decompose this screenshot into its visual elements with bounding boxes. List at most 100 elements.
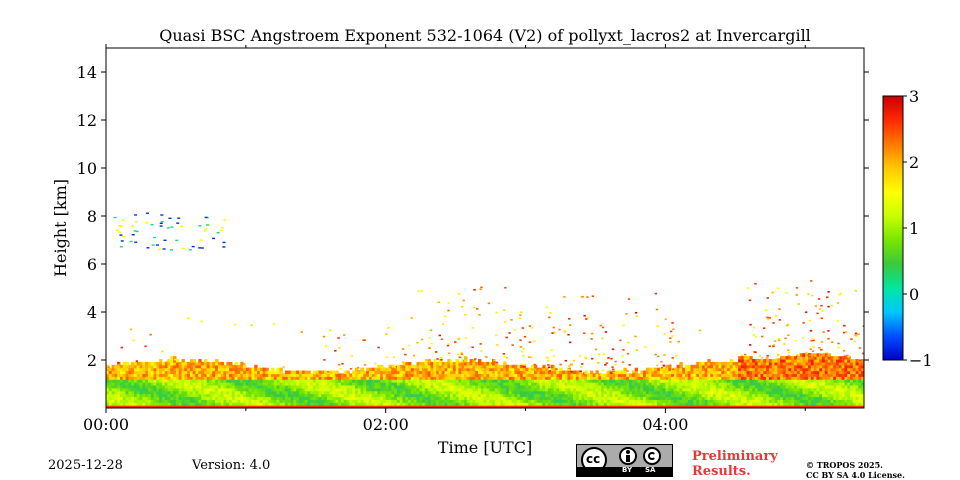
heatmap-cell xyxy=(326,393,331,398)
heatmap-cell xyxy=(472,367,476,372)
heatmap-cell xyxy=(427,390,432,395)
heatmap-cell xyxy=(721,382,725,386)
heatmap-cell xyxy=(850,376,854,380)
heatmap-cell xyxy=(377,399,381,403)
heatmap-cell xyxy=(791,405,795,408)
heatmap-cell xyxy=(296,370,300,375)
heatmap-cell xyxy=(796,354,799,356)
heatmap-cell xyxy=(447,373,451,377)
heatmap-cell xyxy=(420,290,423,292)
heatmap-cell xyxy=(410,405,415,408)
heatmap-cell xyxy=(740,356,745,360)
heatmap-cell xyxy=(746,387,750,392)
heatmap-cell xyxy=(461,379,465,383)
heatmap-cell xyxy=(478,364,482,369)
heatmap-cell xyxy=(847,390,851,395)
heatmap-cell xyxy=(422,390,426,395)
heatmap-cell xyxy=(760,384,764,389)
heatmap-cell xyxy=(215,384,219,389)
heatmap-cell xyxy=(787,334,790,336)
heatmap-cell xyxy=(612,384,616,389)
heatmap-cell xyxy=(743,379,748,383)
heatmap-cell xyxy=(732,405,736,408)
heatmap-cell xyxy=(392,356,396,359)
heatmap-cell xyxy=(822,353,826,357)
heatmap-cell xyxy=(824,399,829,403)
heatmap-cell xyxy=(136,379,141,383)
heatmap-cell xyxy=(142,390,146,395)
heatmap-cell xyxy=(763,382,767,386)
heatmap-cell xyxy=(852,393,857,398)
heatmap-cell xyxy=(662,382,667,386)
heatmap-cell xyxy=(321,379,325,383)
heatmap-cell xyxy=(743,361,748,366)
heatmap-cell xyxy=(833,373,837,377)
heatmap-cell xyxy=(332,393,336,398)
heatmap-cell xyxy=(440,357,443,359)
heatmap-cell xyxy=(519,364,524,369)
heatmap-cell xyxy=(687,376,692,380)
heatmap-cell xyxy=(810,384,815,389)
heatmap-cell xyxy=(504,286,507,289)
heatmap-cell xyxy=(343,373,348,377)
heatmap-cell xyxy=(864,399,867,402)
heatmap-cell xyxy=(455,393,460,398)
heatmap-cell xyxy=(780,367,784,372)
heatmap-cell xyxy=(827,305,830,308)
heatmap-cell xyxy=(106,387,110,392)
heatmap-cell xyxy=(293,399,297,403)
heatmap-cell xyxy=(505,373,510,377)
heatmap-cell xyxy=(472,384,476,389)
heatmap-cell xyxy=(119,393,124,398)
heatmap-cell xyxy=(500,393,504,398)
heatmap-cell xyxy=(542,396,546,400)
heatmap-cell xyxy=(156,370,160,375)
heatmap-cell xyxy=(479,288,482,291)
heatmap-cell xyxy=(503,379,507,383)
heatmap-cell xyxy=(159,382,163,386)
heatmap-cell xyxy=(774,370,778,375)
heatmap-cell xyxy=(251,393,255,398)
heatmap-cell xyxy=(556,402,560,406)
heatmap-cell xyxy=(761,335,764,338)
heatmap-cell xyxy=(357,376,362,380)
heatmap-cell xyxy=(841,399,846,403)
heatmap-cell xyxy=(262,373,267,377)
heatmap-cell xyxy=(766,316,769,319)
heatmap-cell xyxy=(657,370,661,375)
heatmap-cell xyxy=(682,405,686,408)
heatmap-cell xyxy=(735,379,739,383)
heatmap-cell xyxy=(754,373,759,377)
heatmap-cell xyxy=(161,387,166,392)
heatmap-cell xyxy=(808,387,812,392)
heatmap-cell xyxy=(612,399,616,403)
heatmap-cell xyxy=(192,387,197,392)
heatmap-cell xyxy=(822,370,826,375)
heatmap-cell xyxy=(809,329,813,332)
heatmap-cell xyxy=(715,382,720,386)
heatmap-cell xyxy=(237,405,241,408)
heatmap-cell xyxy=(830,364,834,369)
heatmap-cell xyxy=(766,382,770,386)
heatmap-cell xyxy=(136,384,141,389)
heatmap-cell xyxy=(682,393,686,398)
heatmap-cell xyxy=(111,402,115,406)
heatmap-cell xyxy=(401,348,405,350)
heatmap-cell xyxy=(480,390,485,395)
heatmap-cell xyxy=(500,376,504,380)
heatmap-cell xyxy=(771,361,776,366)
heatmap-cell xyxy=(293,387,297,392)
heatmap-cell xyxy=(595,387,599,392)
heatmap-cell xyxy=(203,379,208,383)
heatmap-cell xyxy=(122,367,127,372)
heatmap-cell xyxy=(782,399,787,403)
heatmap-cell xyxy=(757,382,762,386)
heatmap-cell xyxy=(794,402,798,406)
heatmap-cell xyxy=(237,367,241,372)
heatmap-cell xyxy=(539,399,543,403)
heatmap-cell xyxy=(167,399,171,403)
heatmap-cell xyxy=(254,384,258,389)
heatmap-cell xyxy=(472,306,476,309)
heatmap-cell xyxy=(464,379,468,383)
